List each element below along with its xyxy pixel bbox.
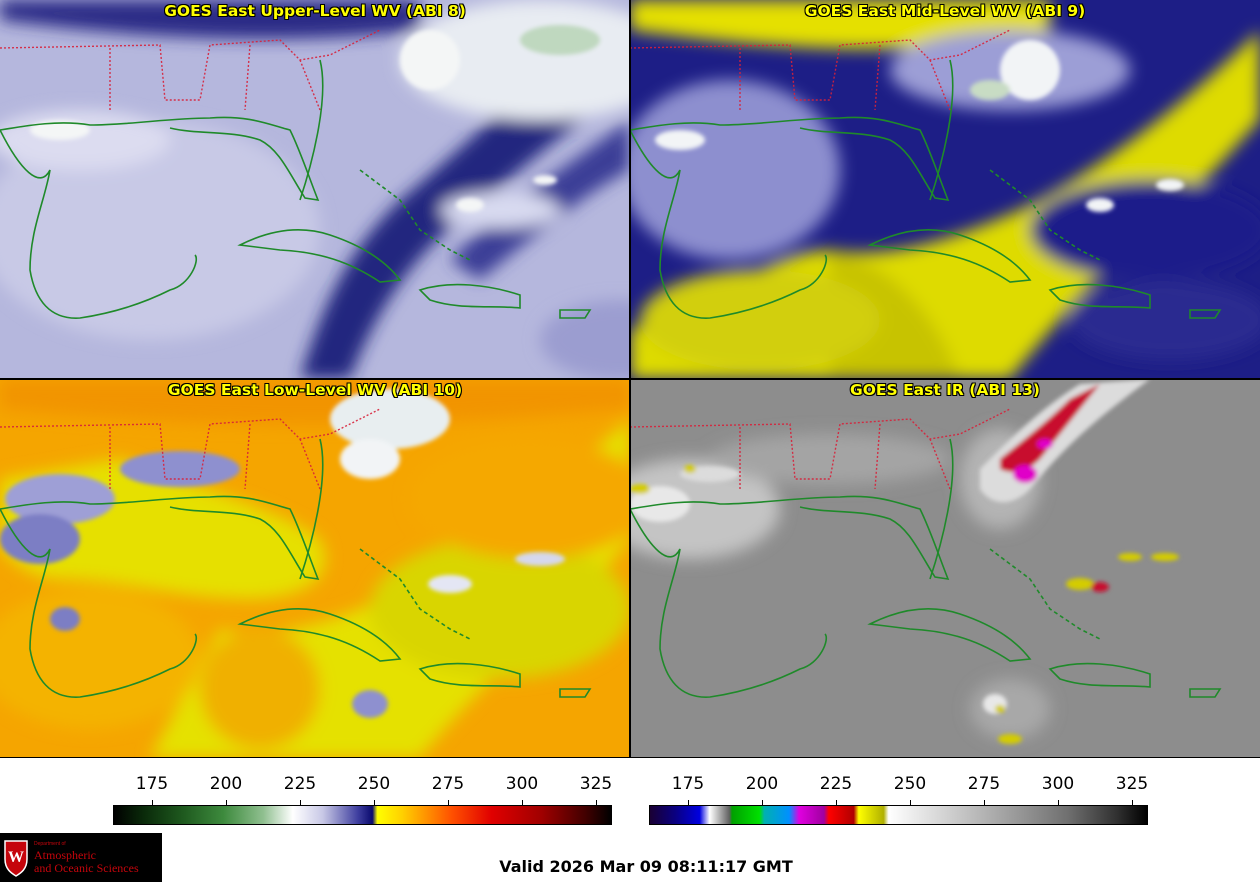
tick-label: 275	[431, 774, 465, 794]
ir-image	[630, 379, 1260, 758]
tick-mark	[374, 800, 375, 806]
aos-logo: W Department of Atmospheric and Oceanic …	[0, 833, 162, 882]
tick-mark	[910, 800, 911, 806]
tick-label: 250	[357, 774, 391, 794]
tick-mark	[152, 800, 153, 806]
tick-mark	[300, 800, 301, 806]
tick-label: 175	[671, 774, 705, 794]
panel-title: GOES East Upper-Level WV (ABI 8)	[164, 2, 466, 20]
tick-mark	[226, 800, 227, 806]
tick-mark	[448, 800, 449, 806]
tick-label: 275	[967, 774, 1001, 794]
tick-mark	[596, 800, 597, 806]
panel-ir: GOES East IR (ABI 13)	[630, 379, 1260, 758]
wv-colorbar-gradient	[113, 805, 612, 825]
tick-label: 225	[283, 774, 317, 794]
ir-colorbar: 175 200 225 250 275 300 325	[649, 758, 1148, 830]
uw-crest-icon: W	[4, 840, 28, 877]
valid-time: Valid 2026 Mar 09 08:11:17 GMT	[499, 857, 793, 876]
tick-mark	[762, 800, 763, 806]
tick-label: 325	[1115, 774, 1149, 794]
tick-label: 175	[135, 774, 169, 794]
panel-mid-level-wv: GOES East Mid-Level WV (ABI 9)	[630, 0, 1260, 379]
tick-mark	[1132, 800, 1133, 806]
tick-mark	[1058, 800, 1059, 806]
panel-title: GOES East Mid-Level WV (ABI 9)	[804, 2, 1086, 20]
logo-line1: Atmospheric	[34, 848, 96, 862]
panel-border-bottom	[0, 757, 1260, 758]
ir-colorbar-ticklabels: 175 200 225 250 275 300 325	[649, 774, 1148, 796]
tick-label: 300	[505, 774, 539, 794]
wv-colorbar: 175 200 225 250 275 300 325	[113, 758, 612, 830]
ir-colorbar-gradient	[649, 805, 1148, 825]
panel-upper-level-wv: GOES East Upper-Level WV (ABI 8)	[0, 0, 630, 379]
tick-label: 200	[209, 774, 243, 794]
tick-mark	[836, 800, 837, 806]
tick-label: 300	[1041, 774, 1075, 794]
panel-title: GOES East IR (ABI 13)	[850, 381, 1040, 399]
tick-label: 250	[893, 774, 927, 794]
low-level-wv-image	[0, 379, 630, 758]
panel-divider-horizontal	[0, 378, 1260, 380]
mid-level-wv-image	[630, 0, 1260, 379]
panel-title: GOES East Low-Level WV (ABI 10)	[167, 381, 463, 399]
crest-letter: W	[8, 849, 24, 866]
logo-line2: and Oceanic Sciences	[34, 861, 139, 875]
tick-mark	[688, 800, 689, 806]
panel-low-level-wv: GOES East Low-Level WV (ABI 10)	[0, 379, 630, 758]
tick-label: 325	[579, 774, 613, 794]
tick-label: 225	[819, 774, 853, 794]
wv-colorbar-ticklabels: 175 200 225 250 275 300 325	[113, 774, 612, 796]
tick-mark	[984, 800, 985, 806]
logo-dept-text: Department of	[34, 841, 66, 847]
upper-level-wv-image	[0, 0, 630, 379]
tick-mark	[522, 800, 523, 806]
tick-label: 200	[745, 774, 779, 794]
